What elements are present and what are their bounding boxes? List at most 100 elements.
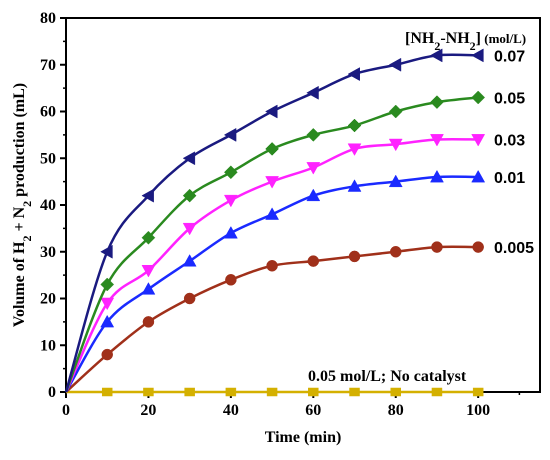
y-tick-label: 70 bbox=[40, 57, 56, 74]
data-point bbox=[306, 128, 321, 142]
data-point bbox=[347, 179, 362, 192]
plot-frame bbox=[65, 17, 541, 393]
y-axis-title-part: 2 bbox=[20, 235, 34, 241]
series-0_05 bbox=[64, 90, 486, 393]
data-point bbox=[101, 348, 113, 361]
data-point bbox=[184, 387, 195, 397]
data-point bbox=[182, 254, 197, 267]
x-tick-label: 100 bbox=[466, 402, 490, 419]
data-point bbox=[308, 387, 319, 397]
data-point bbox=[306, 85, 319, 100]
data-point bbox=[388, 174, 403, 188]
y-axis-title-part: production (mL) bbox=[11, 83, 28, 201]
y-tick-label: 10 bbox=[40, 337, 56, 354]
series-no-catalyst bbox=[66, 387, 484, 397]
data-point bbox=[141, 230, 156, 245]
data-point bbox=[347, 143, 362, 156]
data-point bbox=[471, 169, 486, 183]
series-label: 0.005 bbox=[494, 240, 534, 257]
data-point bbox=[430, 169, 444, 183]
y-axis-title: Volume of H2 + N2 production (mL) bbox=[11, 83, 34, 327]
data-point bbox=[141, 282, 156, 295]
data-point bbox=[349, 387, 360, 397]
data-point bbox=[182, 222, 197, 236]
data-point bbox=[142, 316, 155, 328]
data-point bbox=[265, 142, 279, 156]
series-label: 0.07 bbox=[494, 48, 525, 65]
data-point bbox=[390, 387, 401, 397]
data-point bbox=[430, 134, 444, 147]
data-point bbox=[431, 387, 443, 397]
data-point bbox=[307, 255, 320, 267]
data-point bbox=[225, 274, 237, 286]
data-point bbox=[141, 188, 154, 203]
data-point bbox=[183, 292, 196, 305]
data-point bbox=[265, 104, 278, 119]
series-label: 0.03 bbox=[494, 133, 525, 150]
series-line bbox=[64, 96, 479, 393]
y-axis-title-part: + N bbox=[11, 206, 28, 235]
legend-title-part: -NH bbox=[440, 30, 470, 47]
legend-title-part: ] bbox=[476, 30, 481, 47]
data-point bbox=[225, 387, 237, 397]
x-tick-label: 60 bbox=[305, 402, 321, 419]
data-point bbox=[472, 241, 484, 253]
y-tick-label: 0 bbox=[48, 384, 56, 401]
legend-title-part: 2 bbox=[470, 39, 476, 53]
x-tick-label: 0 bbox=[62, 402, 70, 419]
data-point bbox=[388, 104, 403, 119]
no-catalyst-annotation: 0.05 mol/L; No catalyst bbox=[308, 368, 467, 385]
data-point bbox=[472, 387, 484, 397]
data-point bbox=[265, 207, 280, 220]
x-tick-label: 40 bbox=[223, 402, 239, 419]
series-label: 0.01 bbox=[494, 170, 525, 187]
y-tick-label: 20 bbox=[40, 291, 56, 308]
y-tick-label: 50 bbox=[40, 150, 56, 167]
x-tick-label: 20 bbox=[140, 402, 156, 419]
data-point bbox=[100, 244, 113, 259]
y-tick-label: 40 bbox=[40, 197, 56, 214]
data-point bbox=[347, 118, 362, 133]
series-0_005 bbox=[65, 241, 484, 393]
series-0_01 bbox=[64, 169, 486, 393]
y-tick-label: 80 bbox=[40, 10, 56, 27]
data-point bbox=[266, 260, 278, 272]
series-line bbox=[64, 53, 479, 393]
data-point bbox=[388, 57, 402, 72]
data-point bbox=[100, 314, 115, 328]
data-point bbox=[265, 176, 280, 189]
x-tick-label: 80 bbox=[388, 402, 404, 419]
data-point bbox=[266, 387, 278, 397]
data-point bbox=[306, 188, 321, 202]
legend-title-part: 2 bbox=[434, 39, 440, 53]
series-layer bbox=[64, 48, 486, 397]
data-point bbox=[100, 277, 115, 292]
data-point bbox=[182, 188, 197, 203]
series-0_03 bbox=[64, 134, 486, 393]
data-point bbox=[101, 387, 113, 397]
data-point bbox=[224, 165, 238, 180]
data-point bbox=[143, 387, 154, 397]
data-point bbox=[471, 90, 486, 105]
axes-layer bbox=[60, 17, 541, 398]
data-point bbox=[223, 127, 237, 142]
y-axis-title-part: 2 bbox=[20, 201, 34, 207]
legend-title: [NH2-NH2] (mol/L) bbox=[405, 30, 526, 53]
data-point bbox=[306, 162, 321, 175]
data-point bbox=[347, 67, 360, 82]
label-layer: 0 20 40 60 80 100 0 10 20 30 40 50 60 70 80 Time (min) V… bbox=[11, 10, 534, 446]
data-point bbox=[471, 134, 486, 147]
data-point bbox=[223, 226, 238, 239]
legend-title-part: [NH bbox=[405, 30, 435, 47]
legend-title-part: (mol/L) bbox=[481, 31, 526, 46]
y-tick-label: 60 bbox=[40, 104, 56, 121]
data-point bbox=[429, 48, 443, 63]
data-point bbox=[430, 95, 444, 110]
series-label: 0.05 bbox=[494, 90, 525, 107]
data-point bbox=[348, 250, 361, 263]
x-axis-title: Time (min) bbox=[265, 429, 342, 446]
y-axis-title-part: Volume of H bbox=[11, 241, 28, 327]
data-point bbox=[182, 151, 196, 166]
